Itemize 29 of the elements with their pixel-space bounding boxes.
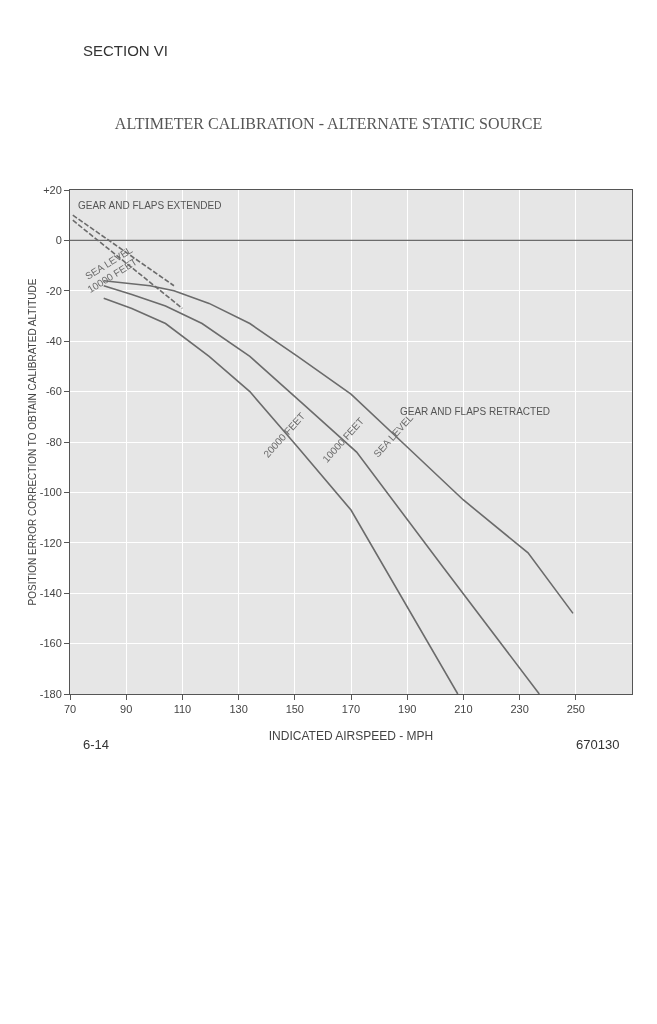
- y-tick-label: -20: [45, 284, 62, 297]
- text: SECTION VI: [83, 42, 169, 59]
- x-tick-label: 210: [454, 703, 473, 716]
- x-tick-label: 250: [566, 703, 585, 716]
- y-tick-label: -120: [39, 536, 62, 549]
- y-tick-label: -80: [45, 435, 62, 448]
- x-tick-label: 130: [229, 703, 248, 716]
- y-tick-label: -180: [39, 687, 62, 700]
- y-tick-label: -100: [39, 486, 62, 499]
- x-tick-label: 170: [341, 703, 361, 716]
- x-tick-label: 190: [398, 703, 417, 716]
- y-axis-title: POSITION ERROR CORRECTION TO OBTAIN CALIBRATED ALTITUDE: [26, 278, 38, 606]
- x-tick-label: 110: [173, 703, 192, 716]
- y-tick-label: -40: [45, 335, 62, 348]
- x-axis-title: INDICATED AIRSPEED - MPH: [268, 729, 434, 743]
- x-tick-label: 90: [120, 703, 133, 716]
- x-tick-label: 230: [510, 703, 529, 716]
- y-tick-label: -140: [39, 587, 62, 600]
- y-tick-label: +20: [43, 183, 62, 196]
- y-tick-label: 0: [55, 234, 62, 247]
- text: 670130: [576, 737, 620, 752]
- chart-title: ALTIMETER CALIBRATION - ALTERNATE STATIC SOURCE: [114, 114, 543, 132]
- annotation: GEAR AND FLAPS EXTENDED: [78, 200, 222, 211]
- annotation: GEAR AND FLAPS RETRACTED: [400, 406, 551, 417]
- text: 6-14: [83, 737, 110, 752]
- x-tick-label: 150: [285, 703, 304, 716]
- y-tick-label: -60: [45, 385, 62, 398]
- y-tick-label: -160: [39, 637, 62, 650]
- x-tick-label: 70: [63, 703, 77, 716]
